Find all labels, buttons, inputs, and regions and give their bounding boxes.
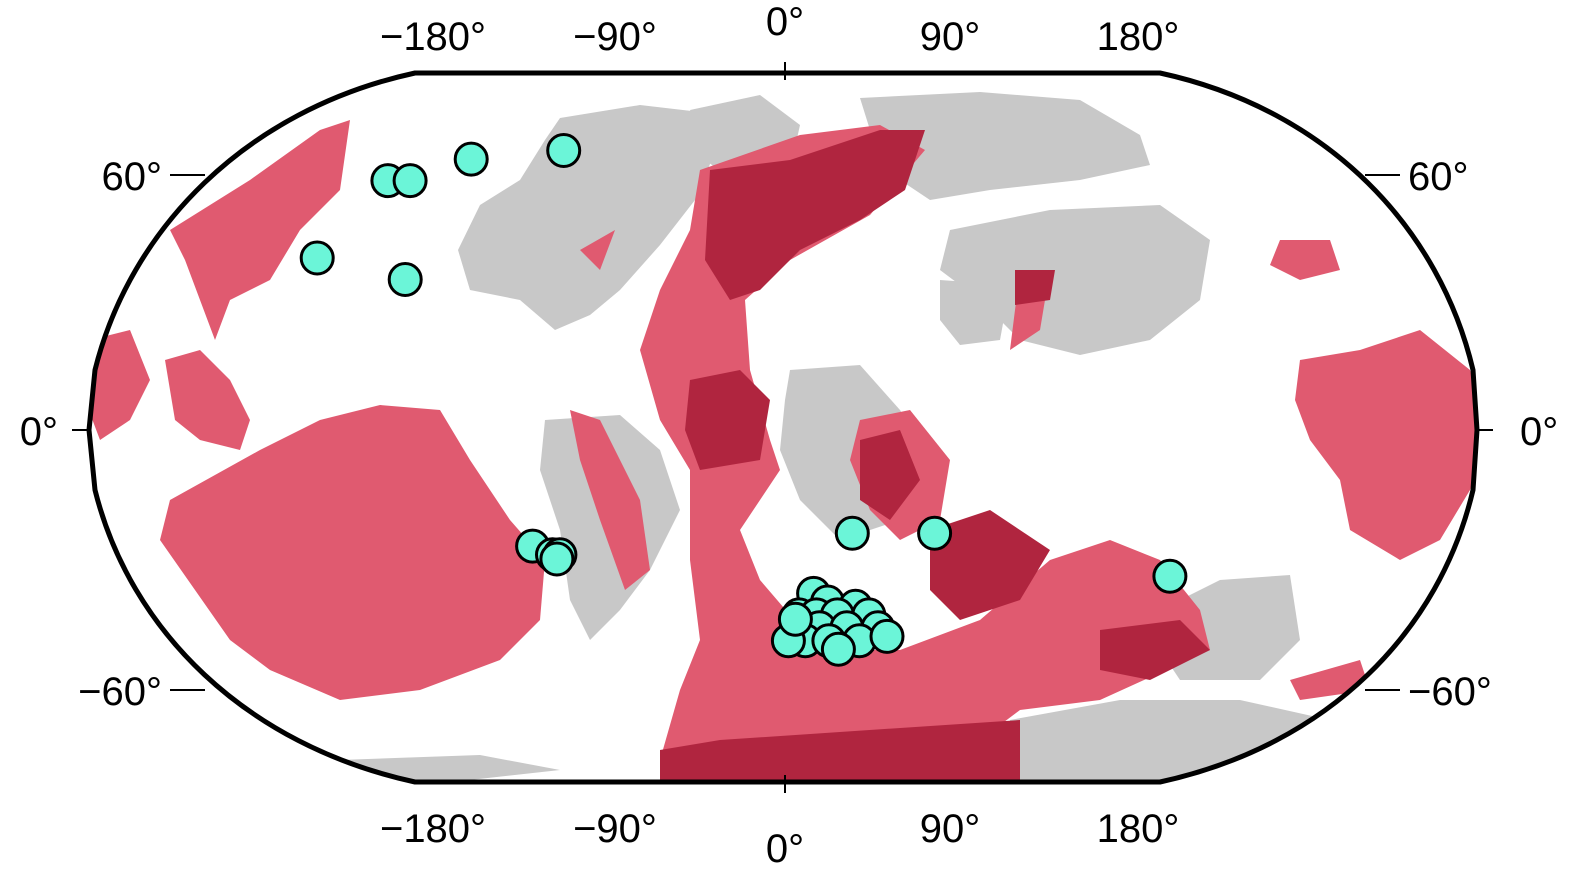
- basin-west-edge: [89, 330, 150, 440]
- right-tick-label: −60°: [1408, 670, 1492, 714]
- data-point: [820, 631, 856, 667]
- bottom-tick-label: −180°: [380, 807, 486, 851]
- data-point: [869, 618, 905, 654]
- basin-pacific-central: [165, 350, 250, 450]
- basin-south-america: [570, 410, 650, 590]
- basin-east-far: [1295, 330, 1477, 560]
- data-point: [834, 515, 870, 551]
- data-point: [777, 601, 813, 637]
- data-point: [539, 541, 575, 577]
- overlap-indian: [930, 510, 1050, 620]
- data-point: [453, 141, 489, 177]
- basin-overlap-regions: [660, 130, 1210, 782]
- top-tick-label: 0°: [766, 0, 804, 44]
- basin-atlantic: [640, 125, 1210, 760]
- overlap-southern: [1100, 620, 1210, 680]
- data-point: [1152, 558, 1188, 594]
- land-eurasia-north: [860, 92, 1150, 200]
- basin-pacific-west: [160, 405, 545, 700]
- data-point: [387, 262, 423, 297]
- map-frame: [86, 70, 1480, 785]
- data-point: [392, 163, 428, 199]
- left-tick-label: 60°: [102, 155, 163, 199]
- basin-pacific-north: [170, 120, 350, 340]
- right-tick-label: 60°: [1408, 155, 1469, 199]
- overlap-south-atlantic: [860, 430, 920, 520]
- bottom-tick-label: 180°: [1097, 807, 1180, 851]
- data-points: [299, 133, 1188, 667]
- overlap-central-atlantic: [685, 370, 770, 470]
- land-south-asia: [940, 280, 1010, 345]
- bottom-tick-label: 0°: [766, 827, 804, 871]
- land-antarctica-east: [1000, 700, 1400, 782]
- land-asia: [940, 205, 1210, 355]
- top-tick-label: −180°: [380, 15, 486, 59]
- overlap-antarctic: [660, 720, 1020, 782]
- data-point: [546, 133, 582, 168]
- right-tick-label: 0°: [1520, 410, 1558, 454]
- top-tick-label: −90°: [573, 15, 657, 59]
- left-tick-label: 0°: [20, 410, 58, 454]
- overlap-north-atlantic: [705, 130, 925, 300]
- land-north-america: [458, 105, 720, 330]
- bottom-tick-label: 90°: [920, 807, 981, 851]
- data-point: [299, 240, 335, 276]
- top-tick-label: 90°: [920, 15, 981, 59]
- left-tick-label: −60°: [78, 670, 162, 714]
- basin-small-nam: [580, 230, 615, 270]
- data-point: [917, 515, 953, 551]
- bottom-tick-label: −90°: [573, 807, 657, 851]
- overlap-asia-strip: [1015, 270, 1055, 305]
- top-tick-label: 180°: [1097, 15, 1180, 59]
- basin-east-small: [1270, 240, 1340, 280]
